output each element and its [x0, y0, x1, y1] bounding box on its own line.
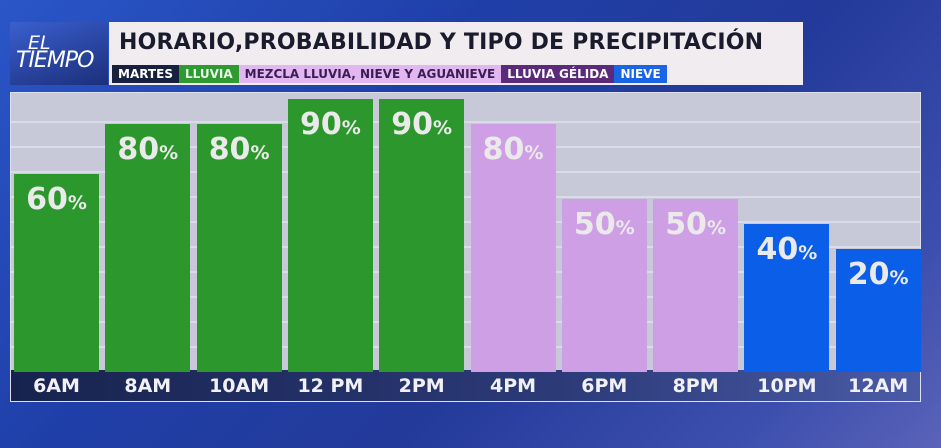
data-value: 90	[299, 107, 342, 142]
legend-item: NIEVE	[614, 65, 667, 83]
gridline	[11, 321, 920, 323]
legend-item: MARTES	[112, 65, 179, 83]
x-tick-label: 10AM	[209, 375, 270, 397]
x-tick-label: 12 PM	[297, 375, 364, 397]
data-label: 90%	[379, 107, 464, 142]
bar: 20%	[835, 249, 921, 372]
data-label: 80%	[471, 132, 556, 167]
x-tick-label: 10PM	[757, 375, 817, 397]
x-tick-label: 6AM	[33, 375, 80, 397]
bar: 80%	[470, 124, 556, 372]
data-label: 50%	[562, 207, 647, 242]
chart-header: HORARIO,PROBABILIDAD Y TIPO DE PRECIPITA…	[109, 22, 803, 85]
data-value: 80	[208, 132, 251, 167]
data-unit: %	[706, 217, 726, 239]
chart-title: HORARIO,PROBABILIDAD Y TIPO DE PRECIPITA…	[119, 30, 764, 55]
data-unit: %	[798, 242, 818, 264]
data-value: 80	[117, 132, 160, 167]
data-label: 20%	[836, 257, 921, 292]
bar: 50%	[653, 199, 739, 372]
data-value: 20	[847, 257, 890, 292]
legend-item: LLUVIA GÉLIDA	[501, 65, 615, 83]
x-tick-label: 12AM	[848, 375, 909, 397]
x-tick-label: 2PM	[398, 375, 445, 397]
data-value: 60	[26, 182, 68, 217]
bar: 90%	[379, 99, 465, 372]
data-label: 40%	[744, 232, 829, 267]
data-unit: %	[615, 217, 635, 239]
gridline	[11, 146, 920, 148]
data-label: 80%	[197, 132, 282, 167]
data-label: 50%	[653, 207, 738, 242]
bar: 90%	[287, 99, 373, 372]
gridline	[11, 246, 920, 248]
legend: MARTES LLUVIA MEZCLA LLUVIA, NIEVE Y AGUAN…	[112, 65, 667, 83]
el-tiempo-logo: EL TIEMPO	[10, 22, 108, 85]
data-value: 50	[573, 207, 616, 242]
logo-line2: TIEMPO	[16, 48, 94, 73]
data-unit: %	[889, 267, 909, 289]
data-unit: %	[250, 142, 270, 164]
data-unit: %	[67, 192, 87, 214]
bar: 50%	[561, 199, 647, 372]
x-tick-label: 8AM	[124, 375, 172, 397]
data-value: 50	[665, 207, 707, 242]
legend-item: MEZCLA LLUVIA, NIEVE Y AGUANIEVE	[238, 65, 502, 83]
x-tick-label: 4PM	[489, 375, 537, 397]
data-label: 60%	[14, 182, 99, 217]
data-unit: %	[159, 142, 179, 164]
gridline	[11, 121, 920, 123]
legend-item: LLUVIA	[178, 65, 239, 83]
bar: 80%	[105, 124, 191, 372]
bar: 60%	[14, 174, 99, 372]
data-unit: %	[433, 117, 453, 139]
x-tick-label: 8PM	[672, 375, 719, 397]
logo-line1: EL	[28, 32, 51, 54]
data-label: 90%	[288, 107, 373, 142]
gridline	[11, 221, 920, 223]
x-tick-label: 6PM	[581, 375, 628, 397]
bar: 80%	[196, 124, 282, 372]
data-unit: %	[524, 142, 544, 164]
bar: 40%	[744, 224, 830, 372]
gridline	[11, 171, 920, 173]
gridline	[11, 271, 920, 273]
gridline	[11, 346, 920, 348]
data-unit: %	[341, 117, 361, 139]
data-label: 80%	[105, 132, 190, 167]
chart-panel: 60% 6AM 80% 8AM 80% 10AM 90% 12 PM 90% 2PM 80% 4PM 5…	[10, 92, 921, 402]
gridline	[11, 296, 920, 298]
data-value: 80	[482, 132, 525, 167]
data-value: 90	[391, 107, 434, 142]
gridline	[11, 196, 920, 198]
time-axis-strip	[11, 370, 920, 401]
data-value: 40	[756, 232, 799, 267]
